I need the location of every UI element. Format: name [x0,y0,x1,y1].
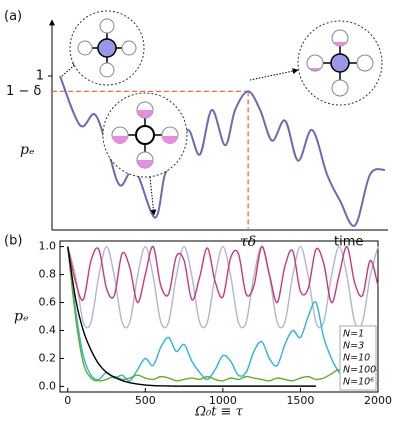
y-axis-label: pₑ [14,309,28,325]
legend-entry: N=1 [343,329,364,340]
legend-box [339,325,377,391]
panel-label: (b) [4,234,22,249]
y-tick-label: 0.6 [39,296,57,309]
data-line [67,246,379,382]
legend-entry: N=3 [343,341,364,352]
y-tick-label: 0.8 [39,268,57,281]
y-tick-label: 1 [36,69,44,84]
panel-a: (a) 11 − δ τδ time pₑ [4,9,386,250]
legend-entry: N=10 [343,353,370,364]
x-tick-label: 1000 [209,394,237,407]
inset-diagram [249,20,383,106]
plot-frame [59,240,379,393]
x-tick-label: 0 [64,394,71,407]
x-tick-label: 2000 [364,394,392,407]
legend-entry: N=100 [343,365,376,376]
inset-diagram [61,10,145,86]
data-line [67,246,316,387]
data-line [67,245,379,304]
y-tick-label: 0.0 [39,379,57,392]
y-axis-label: pₑ [20,142,34,158]
legend-entry: N=10⁶ [343,377,374,388]
y-tick-label: 0.4 [39,323,57,336]
panel-label: (a) [4,9,22,24]
data-line [59,75,386,227]
x-axis-label: Ω₀t ≡ τ [194,405,243,420]
data-line [67,245,379,329]
x-tick-label: τδ [240,234,256,250]
x-tick-label: 1500 [286,394,314,407]
x-tick-label: 500 [135,394,156,407]
y-tick-label: 1.0 [39,240,57,253]
y-tick-label: 1 − δ [6,84,41,99]
inset-diagram [102,92,188,216]
y-tick-label: 0.2 [39,351,57,364]
panel-b: (b) 0.0 0.2 0.4 0.6 0.8 1.0 0 500 1000 1500 2000 Ω₀t… [4,234,392,420]
x-axis-label: time [334,235,363,250]
data-line [67,246,379,385]
